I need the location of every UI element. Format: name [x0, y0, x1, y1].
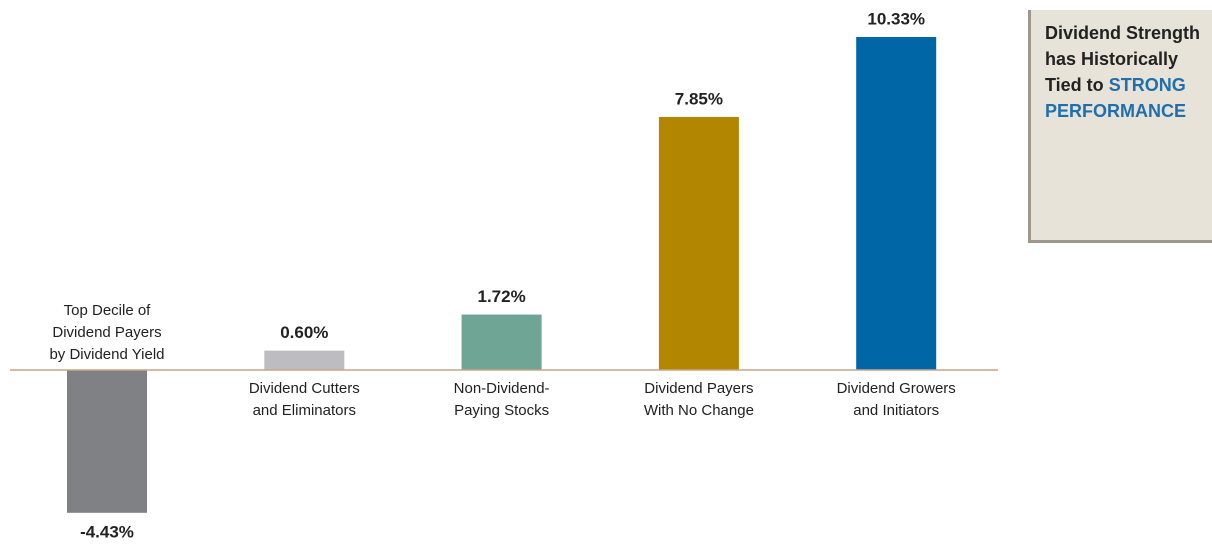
category-label: With No Change — [644, 402, 754, 419]
category-label: Dividend Payers — [52, 324, 161, 341]
category-label: Dividend Payers — [644, 380, 753, 397]
callout-text: Dividend Strength has Historically Tied … — [1045, 23, 1201, 95]
category-label: Paying Stocks — [454, 402, 549, 419]
category-label: and Eliminators — [253, 402, 356, 419]
value-label: 1.72% — [477, 287, 525, 306]
value-label: 10.33% — [867, 9, 925, 28]
category-label: Top Decile of — [64, 302, 152, 319]
callout-highlight: STRONG PERFORMANCE — [1045, 75, 1187, 121]
bar — [264, 350, 345, 370]
callout-box: Dividend Strength has Historically Tied … — [1028, 10, 1212, 243]
category-label: Dividend Cutters — [249, 380, 360, 397]
chart: -4.43% Top Decile of Dividend Payers by Div… — [10, 9, 998, 541]
category-label: Dividend Growers — [837, 380, 956, 397]
value-label: -4.43% — [80, 522, 134, 541]
value-label: 7.85% — [675, 89, 723, 108]
category-label: Non-Dividend- — [454, 380, 550, 397]
bar — [461, 314, 542, 370]
bar — [67, 370, 147, 513]
bar — [658, 116, 739, 370]
category-label: and Initiators — [853, 402, 939, 419]
value-label: 0.60% — [280, 323, 328, 342]
bar — [856, 37, 937, 370]
category-label: by Dividend Yield — [49, 346, 164, 363]
